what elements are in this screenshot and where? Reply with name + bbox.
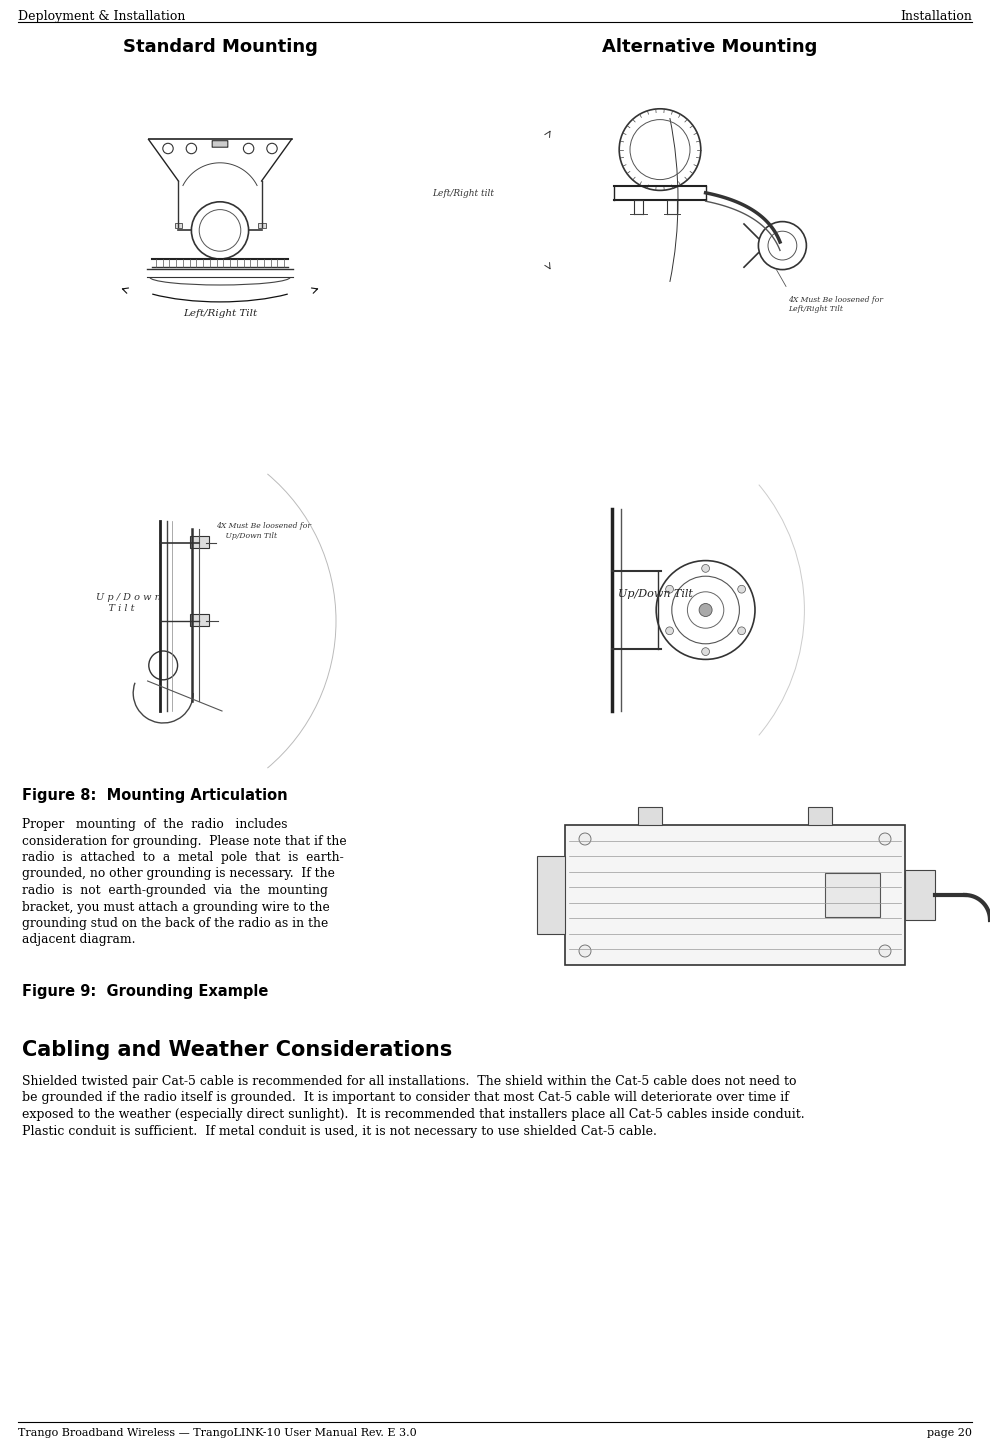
Bar	[565, 825, 905, 965]
Text: Cabling and Weather Considerations: Cabling and Weather Considerations	[22, 1040, 452, 1060]
Bar	[190, 613, 209, 626]
Circle shape	[879, 832, 891, 845]
Text: Deployment & Installation: Deployment & Installation	[18, 10, 185, 23]
Text: 4X Must Be loosened for
Left/Right Tilt: 4X Must Be loosened for Left/Right Tilt	[788, 297, 883, 314]
Text: 4X Must Be loosened for
    Up/Down Tilt: 4X Must Be loosened for Up/Down Tilt	[216, 523, 311, 540]
Text: adjacent diagram.: adjacent diagram.	[22, 933, 136, 946]
Circle shape	[699, 603, 712, 616]
Bar	[905, 870, 935, 920]
Text: Plastic conduit is sufficient.  If metal conduit is used, it is not necessary to: Plastic conduit is sufficient. If metal …	[22, 1125, 657, 1138]
Bar	[825, 873, 880, 917]
Bar	[638, 806, 662, 825]
Text: Figure 9:  Grounding Example: Figure 9: Grounding Example	[22, 984, 268, 999]
Text: Shielded twisted pair Cat-5 cable is recommended for all installations.  The shi: Shielded twisted pair Cat-5 cable is rec…	[22, 1076, 797, 1089]
Circle shape	[702, 564, 710, 572]
Text: page 20: page 20	[927, 1428, 972, 1439]
Text: consideration for grounding.  Please note that if the: consideration for grounding. Please note…	[22, 835, 346, 848]
Bar	[537, 855, 565, 935]
Circle shape	[665, 585, 673, 593]
Text: Figure 8:  Mounting Articulation: Figure 8: Mounting Articulation	[22, 788, 288, 804]
Text: Proper   mounting  of  the  radio   includes: Proper mounting of the radio includes	[22, 818, 287, 831]
Text: bracket, you must attach a grounding wire to the: bracket, you must attach a grounding wir…	[22, 900, 330, 913]
Text: grounded, no other grounding is necessary.  If the: grounded, no other grounding is necessar…	[22, 867, 335, 880]
Text: Left/Right tilt: Left/Right tilt	[432, 190, 494, 199]
FancyBboxPatch shape	[212, 141, 228, 147]
Text: U p / D o w n
    T i l t: U p / D o w n T i l t	[96, 593, 160, 612]
Text: Installation: Installation	[900, 10, 972, 23]
Text: grounding stud on the back of the radio as in the: grounding stud on the back of the radio …	[22, 917, 329, 930]
Text: radio  is  not  earth-grounded  via  the  mounting: radio is not earth-grounded via the moun…	[22, 884, 328, 897]
Text: be grounded if the radio itself is grounded.  It is important to consider that m: be grounded if the radio itself is groun…	[22, 1092, 789, 1104]
Circle shape	[738, 585, 745, 593]
Bar	[257, 223, 265, 228]
Text: Left/Right Tilt: Left/Right Tilt	[183, 310, 257, 318]
Text: Up/Down Tilt: Up/Down Tilt	[619, 589, 693, 599]
Circle shape	[738, 626, 745, 635]
Text: exposed to the weather (especially direct sunlight).  It is recommended that ins: exposed to the weather (especially direc…	[22, 1107, 805, 1120]
Text: Alternative Mounting: Alternative Mounting	[602, 37, 818, 56]
Bar	[174, 223, 182, 228]
Circle shape	[579, 945, 591, 958]
Circle shape	[879, 945, 891, 958]
Circle shape	[702, 648, 710, 655]
Text: Standard Mounting: Standard Mounting	[123, 37, 318, 56]
Text: radio  is  attached  to  a  metal  pole  that  is  earth-: radio is attached to a metal pole that i…	[22, 851, 344, 864]
Circle shape	[665, 626, 673, 635]
Circle shape	[579, 832, 591, 845]
Bar	[190, 536, 209, 547]
Text: Trango Broadband Wireless — TrangoLINK-10 User Manual Rev. E 3.0: Trango Broadband Wireless — TrangoLINK-1…	[18, 1428, 417, 1439]
Bar	[808, 806, 832, 825]
